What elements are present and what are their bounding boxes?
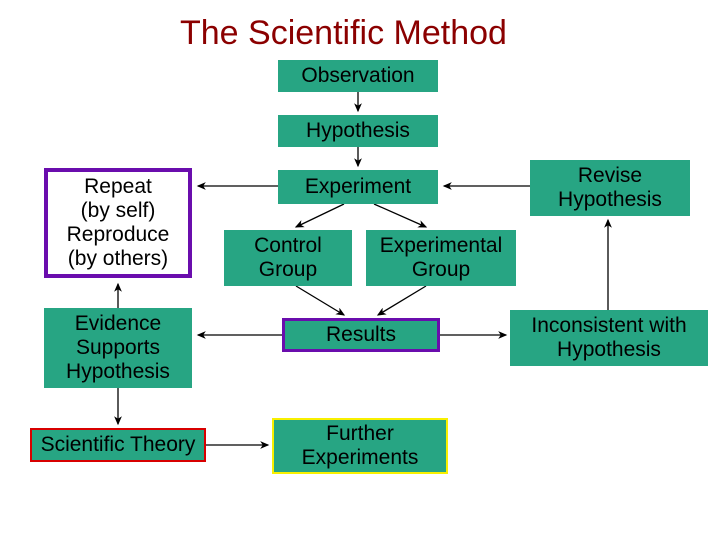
edge-arrow xyxy=(296,286,344,315)
edge-arrow xyxy=(378,286,426,315)
node-inconsistent: Inconsistent with Hypothesis xyxy=(510,310,708,366)
diagram-canvas: The Scientific Method Observation Hypothe… xyxy=(0,0,720,540)
node-observation: Observation xyxy=(278,60,438,92)
node-repeat: Repeat (by self) Reproduce (by others) xyxy=(44,168,192,278)
node-experiment: Experiment xyxy=(278,170,438,204)
edge-arrow xyxy=(296,204,344,227)
node-further: Further Experiments xyxy=(272,418,448,474)
node-control: Control Group xyxy=(224,230,352,286)
node-evidence: Evidence Supports Hypothesis xyxy=(44,308,192,388)
node-hypothesis: Hypothesis xyxy=(278,115,438,147)
diagram-title: The Scientific Method xyxy=(180,14,507,53)
node-theory: Scientific Theory xyxy=(30,428,206,462)
edge-arrow xyxy=(374,204,426,227)
node-results: Results xyxy=(282,318,440,352)
node-revise: Revise Hypothesis xyxy=(530,160,690,216)
node-exper_group: Experimental Group xyxy=(366,230,516,286)
